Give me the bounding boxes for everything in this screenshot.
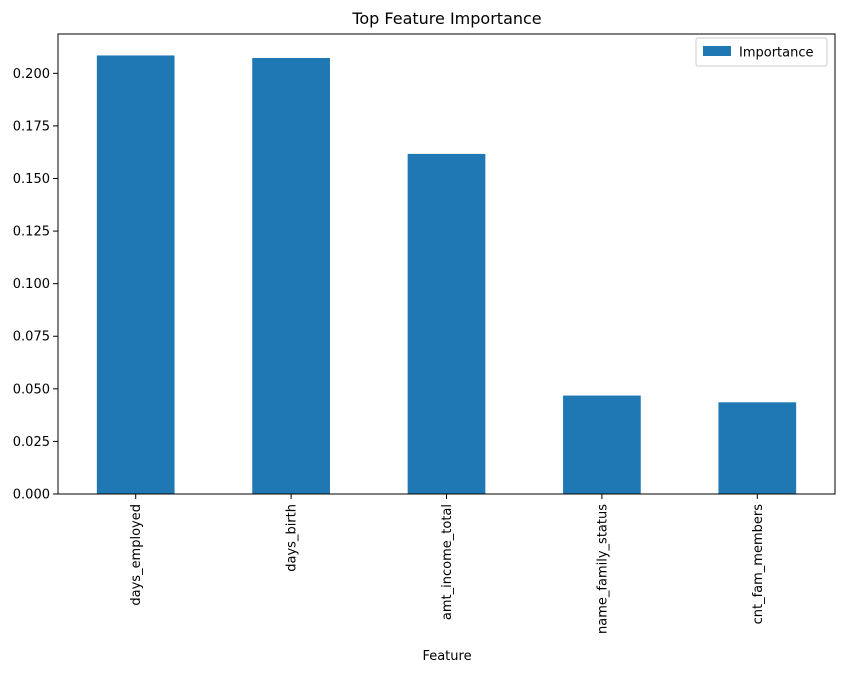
bar-name-family-status bbox=[563, 395, 641, 494]
y-tick-label: 0.025 bbox=[13, 435, 50, 450]
bar-days-birth bbox=[252, 57, 330, 494]
y-tick-label: 0.200 bbox=[13, 67, 50, 82]
bar-amt-income-total bbox=[407, 153, 486, 494]
x-tick-label: days_employed bbox=[129, 504, 144, 606]
legend bbox=[695, 37, 828, 67]
x-axis-label: Feature bbox=[422, 649, 471, 664]
plot-area: 0.000 0.025 0.050 0.075 0.100 0.125 0.150 0.175… bbox=[13, 33, 836, 634]
bar-cnt-fam-members bbox=[718, 402, 797, 494]
x-tick-label: days_birth bbox=[285, 504, 300, 572]
y-tick-label: 0.175 bbox=[13, 119, 50, 134]
y-tick-label: 0.125 bbox=[13, 225, 50, 240]
x-tick-label: amt_income_total bbox=[440, 504, 455, 620]
bar-days-employed bbox=[96, 55, 175, 495]
legend-swatch bbox=[703, 46, 731, 56]
y-tick-label: 0.075 bbox=[13, 330, 50, 345]
y-tick-label: 0.050 bbox=[13, 382, 50, 397]
x-tick-label: cnt_fam_members bbox=[751, 504, 766, 625]
x-tick-label: name_family_status bbox=[595, 504, 610, 634]
y-tick-label: 0.000 bbox=[13, 488, 50, 503]
y-tick-label: 0.100 bbox=[13, 277, 50, 292]
y-tick-label: 0.150 bbox=[13, 172, 50, 187]
chart-title: Top Feature Importance bbox=[351, 9, 541, 28]
legend-label: Importance bbox=[739, 46, 814, 61]
